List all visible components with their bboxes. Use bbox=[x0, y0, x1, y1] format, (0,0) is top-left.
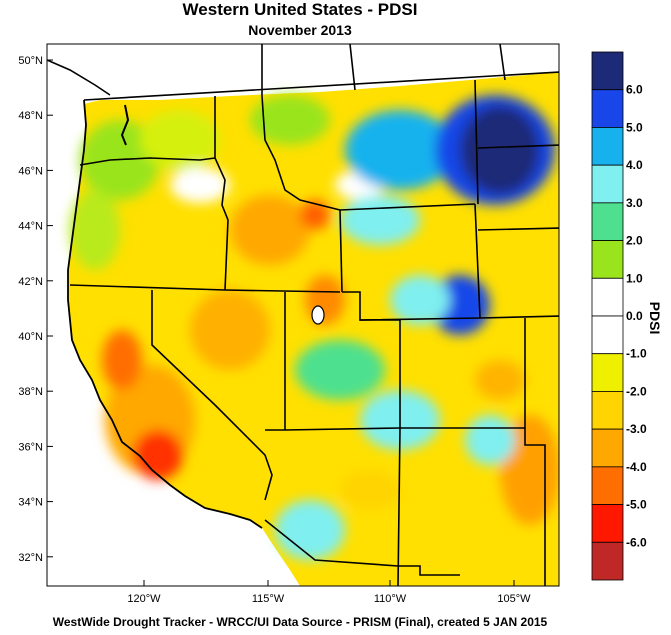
coastline bbox=[67, 99, 263, 529]
drought-region-nevada bbox=[190, 290, 270, 370]
wy-south-border bbox=[342, 291, 481, 321]
moist-region-wyoming-south bbox=[390, 275, 450, 325]
map-frame bbox=[46, 43, 560, 587]
colorbar-swatch bbox=[591, 277, 624, 317]
colorbar-swatch bbox=[591, 353, 624, 392]
42n-border bbox=[69, 284, 341, 293]
dry-region-arizona bbox=[340, 470, 400, 510]
lat-tick-label: 46°N bbox=[18, 165, 43, 177]
colorbar-swatch bbox=[591, 127, 624, 166]
moist-region-montana-west bbox=[250, 95, 330, 145]
moist-region-arizona-south bbox=[275, 500, 345, 560]
puget-sound bbox=[120, 104, 130, 146]
lon-tick-label: 120°W bbox=[127, 593, 161, 605]
nm-mexico-border bbox=[398, 565, 460, 576]
extreme-wet-region-dakotas bbox=[460, 105, 540, 195]
lon-tick-label: 110°W bbox=[374, 593, 407, 605]
lat-tick-label: 34°N bbox=[18, 497, 43, 509]
extreme-drought-socal bbox=[133, 430, 183, 480]
sk-mb-border bbox=[499, 44, 506, 81]
ab-sk-border bbox=[349, 44, 356, 91]
latitude-axis: 50°N 48°N 46°N 44°N 42°N 40°N 38°N 36°N 34°N 32°N bbox=[18, 55, 53, 564]
wet-region-montana bbox=[345, 110, 455, 190]
moist-region-new-mexico bbox=[465, 415, 515, 465]
colorbar-tick-label: -3.0 bbox=[626, 422, 647, 436]
colorbar-tick-label: 6.0 bbox=[626, 83, 643, 97]
37n-border bbox=[265, 427, 525, 431]
drought-region-colorado-east bbox=[475, 360, 525, 400]
drought-region-utah-north bbox=[305, 275, 345, 325]
colorbar-tick-label: -1.0 bbox=[626, 347, 647, 361]
map-title: Western United States - PDSI bbox=[182, 0, 418, 19]
colorbar-swatch bbox=[591, 89, 624, 128]
nm-tx-border bbox=[524, 428, 546, 586]
colorbar-tick-label: -6.0 bbox=[626, 535, 647, 549]
footer-credit: WestWide Drought Tracker - WRCC/UI Data … bbox=[52, 615, 548, 629]
colorbar-swatch bbox=[591, 541, 624, 581]
colorbar-swatch bbox=[591, 391, 624, 430]
lon-tick-label: 115°W bbox=[252, 593, 285, 605]
colorbar-tick-label: 1.0 bbox=[626, 271, 643, 285]
lat-tick-label: 32°N bbox=[18, 552, 43, 564]
ca-nv-border bbox=[151, 290, 273, 501]
colorbar-tick-label: -4.0 bbox=[626, 460, 647, 474]
id-mt-border bbox=[261, 95, 341, 211]
great-salt-lake bbox=[311, 305, 325, 325]
lat-tick-label: 40°N bbox=[18, 331, 43, 343]
lat-tick-label: 42°N bbox=[18, 276, 43, 288]
map-plot-area bbox=[47, 44, 559, 586]
colorbar-swatch bbox=[591, 51, 624, 91]
lat-tick-label: 36°N bbox=[18, 441, 43, 453]
wy-east-border bbox=[474, 203, 481, 319]
normal-region-oregon bbox=[170, 167, 230, 203]
lon-tick-label: 105°W bbox=[497, 593, 531, 605]
moist-region-oregon-coast bbox=[70, 190, 120, 270]
colorbar-tick-label: 2.0 bbox=[626, 234, 643, 248]
colorbar-swatch bbox=[591, 504, 624, 543]
bc-coast bbox=[47, 59, 111, 96]
colorbar-swatch bbox=[591, 164, 624, 204]
colorbar-swatch bbox=[591, 315, 624, 355]
id-west-border bbox=[214, 96, 229, 291]
colorbar-swatch bbox=[591, 466, 624, 505]
canada-boundaries bbox=[261, 44, 506, 96]
colorbar-tick-label: -5.0 bbox=[626, 498, 647, 512]
colorbar-tick-label: 0.0 bbox=[626, 309, 643, 323]
colorbar-tick-label: 3.0 bbox=[626, 196, 643, 210]
wa-or-border bbox=[79, 157, 216, 166]
sd-ne-border bbox=[477, 227, 559, 231]
state-boundaries bbox=[69, 71, 559, 586]
az-nm-border bbox=[397, 427, 401, 586]
lat-tick-label: 50°N bbox=[18, 55, 43, 67]
ut-co-border bbox=[360, 319, 401, 428]
map-subtitle: November 2013 bbox=[248, 22, 352, 38]
colorbar-swatch bbox=[591, 202, 624, 241]
id-wy-border bbox=[339, 209, 343, 293]
lat-tick-label: 44°N bbox=[18, 221, 43, 233]
ne-ks-border bbox=[479, 315, 559, 319]
lat-tick-label: 38°N bbox=[18, 386, 43, 398]
moist-region-inland-nw bbox=[140, 110, 220, 170]
pdsi-colorbar: 6.0 5.0 4.0 3.0 2.0 1.0 0.0 -1.0 -2.0 -3.0 -4.0 -5.… bbox=[591, 51, 647, 581]
lat-tick-label: 48°N bbox=[18, 110, 43, 122]
severe-drought-norcal bbox=[102, 330, 142, 390]
mt-east-border bbox=[474, 79, 479, 205]
severe-drought-idaho bbox=[300, 200, 330, 230]
canada-border bbox=[83, 71, 559, 101]
moist-region-utah bbox=[295, 340, 385, 400]
mt-wy-border bbox=[339, 203, 476, 211]
drought-region-idaho bbox=[230, 195, 310, 265]
az-mexico-border bbox=[264, 519, 399, 567]
colorbar-tick-label: 4.0 bbox=[626, 158, 643, 172]
colorbar-title: PDSI bbox=[647, 302, 663, 335]
colorbar-swatch bbox=[591, 428, 624, 468]
colorbar-swatch bbox=[591, 240, 624, 279]
nd-sd-border bbox=[477, 144, 559, 149]
longitude-axis: 120°W 115°W 110°W 105°W bbox=[127, 580, 531, 605]
moist-region-wyoming-west bbox=[340, 195, 420, 245]
colorbar-tick-label: -2.0 bbox=[626, 384, 647, 398]
colorbar-tick-label: 5.0 bbox=[626, 120, 643, 134]
